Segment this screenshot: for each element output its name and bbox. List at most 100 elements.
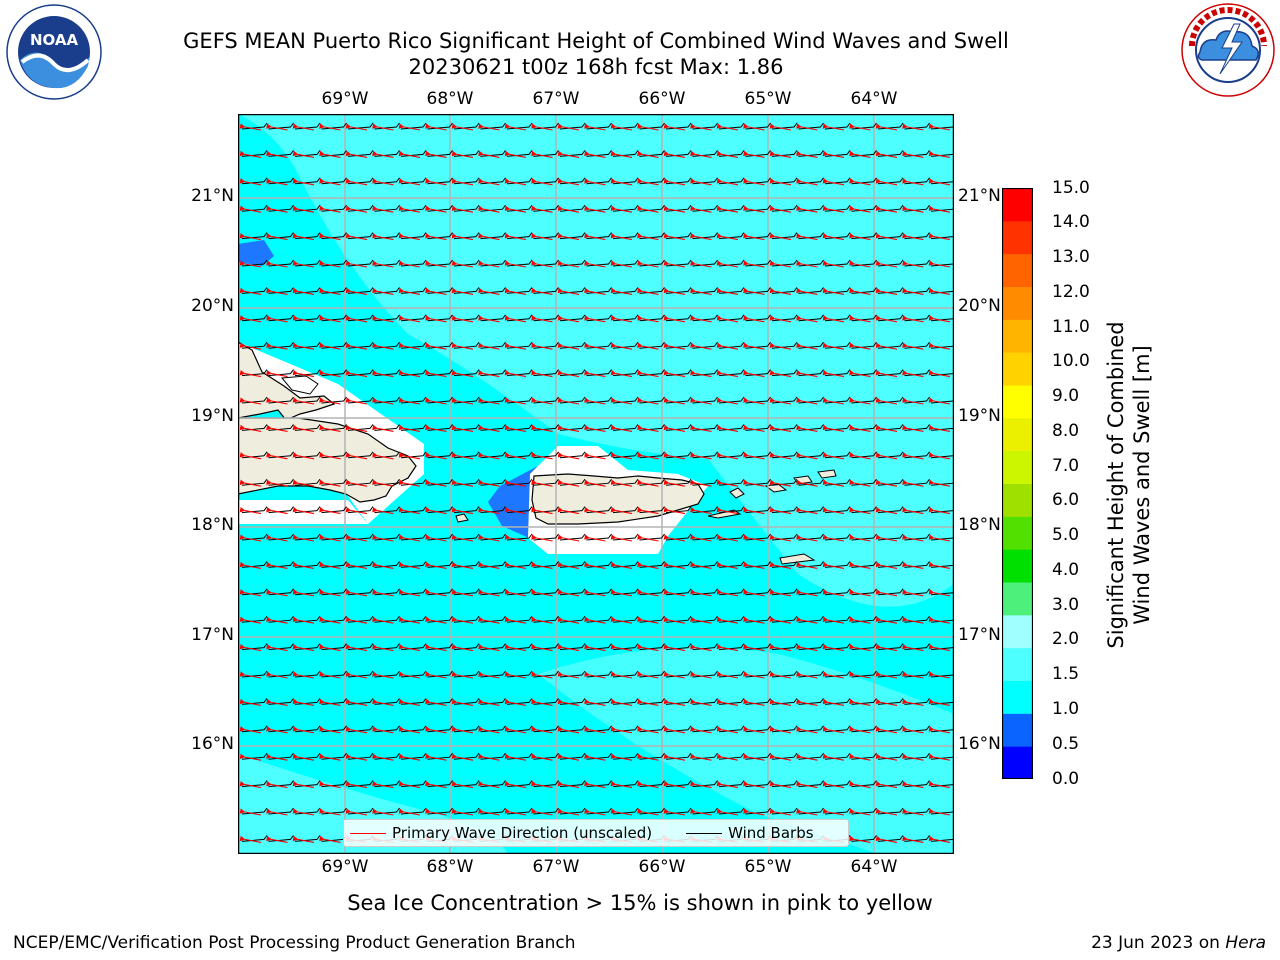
wave-direction-arrow <box>716 397 739 405</box>
wave-direction-arrow <box>557 616 580 624</box>
colorbar-swatch <box>1002 549 1033 583</box>
wave-direction-arrow <box>690 589 712 597</box>
wave-direction-arrow <box>716 424 739 432</box>
colorbar-tick-label: 12.0 <box>1052 281 1090 302</box>
wave-direction-arrow <box>663 424 686 432</box>
wave-direction-arrow <box>504 561 527 569</box>
wave-direction-arrow <box>610 808 633 816</box>
wave-direction-arrow <box>928 780 951 789</box>
wave-direction-arrow <box>902 616 924 624</box>
wave-direction-arrow <box>849 671 871 679</box>
wave-direction-arrow <box>637 452 659 460</box>
wave-direction-arrow <box>716 205 739 213</box>
wave-direction-arrow <box>425 369 447 378</box>
wave-direction-arrow <box>875 205 898 213</box>
wave-direction-arrow <box>902 369 924 378</box>
wave-direction-arrow <box>875 287 898 295</box>
wave-direction-arrow <box>928 506 951 515</box>
wave-direction-arrow <box>796 671 818 679</box>
wave-direction-arrow <box>266 726 288 734</box>
wave-direction-arrow <box>822 589 845 597</box>
wave-direction-arrow <box>902 397 924 405</box>
wave-direction-arrow <box>743 315 765 323</box>
wave-direction-arrow <box>822 506 845 515</box>
wave-direction-arrow <box>319 671 341 679</box>
wave-direction-arrow <box>902 780 924 789</box>
wave-direction-arrow <box>478 726 500 734</box>
wave-direction-arrow <box>504 698 527 706</box>
wave-direction-arrow <box>769 205 792 213</box>
wave-direction-arrow <box>610 726 633 734</box>
footer-host: Hera <box>1225 933 1266 953</box>
wave-direction-arrow <box>239 835 262 843</box>
wave-direction-arrow <box>239 452 262 460</box>
wave-direction-arrow <box>451 397 474 405</box>
noaa-logo-text: NOAA <box>30 31 79 49</box>
colorbar-swatch <box>1002 450 1033 484</box>
wave-direction-arrow <box>451 424 474 432</box>
wave-direction-arrow <box>822 232 845 241</box>
wave-direction-arrow <box>663 506 686 515</box>
wave-direction-arrow <box>372 178 394 186</box>
wave-direction-arrow <box>796 342 818 350</box>
wave-direction-arrow <box>822 287 845 295</box>
legend-barb-swatch <box>686 832 723 834</box>
colorbar-swatch <box>1002 713 1033 747</box>
vector-field <box>239 122 954 843</box>
wave-direction-arrow <box>451 698 474 706</box>
wave-direction-arrow <box>637 753 659 761</box>
wave-direction-arrow <box>902 178 924 186</box>
wave-direction-arrow <box>769 616 792 624</box>
wave-direction-arrow <box>610 315 633 323</box>
wave-direction-arrow <box>239 808 262 816</box>
wave-direction-arrow <box>584 397 606 405</box>
wave-direction-arrow <box>239 780 262 789</box>
wave-direction-arrow <box>531 397 553 405</box>
wave-direction-arrow <box>239 561 262 569</box>
wave-direction-arrow <box>769 150 792 158</box>
colorbar-tick-label: 0.0 <box>1052 768 1080 789</box>
colorbar <box>1002 188 1033 779</box>
wave-direction-arrow <box>663 808 686 816</box>
wave-direction-arrow <box>796 150 818 158</box>
chart-subtitle: 20230621 t00z 168h fcst Max: 1.86 <box>408 55 784 79</box>
wave-direction-arrow <box>292 808 315 816</box>
wave-direction-arrow <box>451 232 474 241</box>
wave-direction-arrow <box>584 123 606 131</box>
wave-direction-arrow <box>875 534 898 542</box>
wave-direction-arrow <box>239 260 262 268</box>
wave-direction-arrow <box>478 452 500 460</box>
wave-direction-arrow <box>637 150 659 158</box>
wave-direction-arrow <box>372 397 394 405</box>
wave-direction-arrow <box>822 808 845 816</box>
wave-direction-arrow <box>372 205 394 213</box>
wave-direction-arrow <box>902 287 924 295</box>
wave-direction-arrow <box>478 671 500 679</box>
wave-direction-arrow <box>875 342 898 350</box>
lat-tick-right: 18°N <box>958 515 1001 535</box>
wave-direction-arrow <box>319 835 341 843</box>
wave-direction-arrow <box>425 205 447 213</box>
wave-direction-arrow <box>796 589 818 597</box>
chart-title: GEFS MEAN Puerto Rico Significant Height… <box>183 29 1009 53</box>
wave-direction-arrow <box>610 123 633 131</box>
wave-direction-arrow <box>928 726 951 734</box>
wave-direction-arrow <box>584 342 606 350</box>
wave-direction-arrow <box>769 698 792 706</box>
wave-direction-arrow <box>266 534 288 542</box>
land-mona-island <box>455 513 469 523</box>
wave-direction-arrow <box>743 726 765 734</box>
wave-direction-arrow <box>637 123 659 131</box>
wave-direction-arrow <box>584 671 606 679</box>
colorbar-swatch <box>1002 385 1033 419</box>
wave-direction-arrow <box>425 397 447 405</box>
wave-direction-arrow <box>531 589 553 597</box>
wave-direction-arrow <box>372 452 394 460</box>
wave-direction-arrow <box>557 753 580 761</box>
wave-direction-arrow <box>266 150 288 158</box>
colorbar-tick-label: 0.5 <box>1052 733 1080 754</box>
wave-direction-arrow <box>425 479 447 487</box>
wave-direction-arrow <box>557 397 580 405</box>
wave-direction-arrow <box>690 342 712 350</box>
wave-direction-arrow <box>796 287 818 295</box>
